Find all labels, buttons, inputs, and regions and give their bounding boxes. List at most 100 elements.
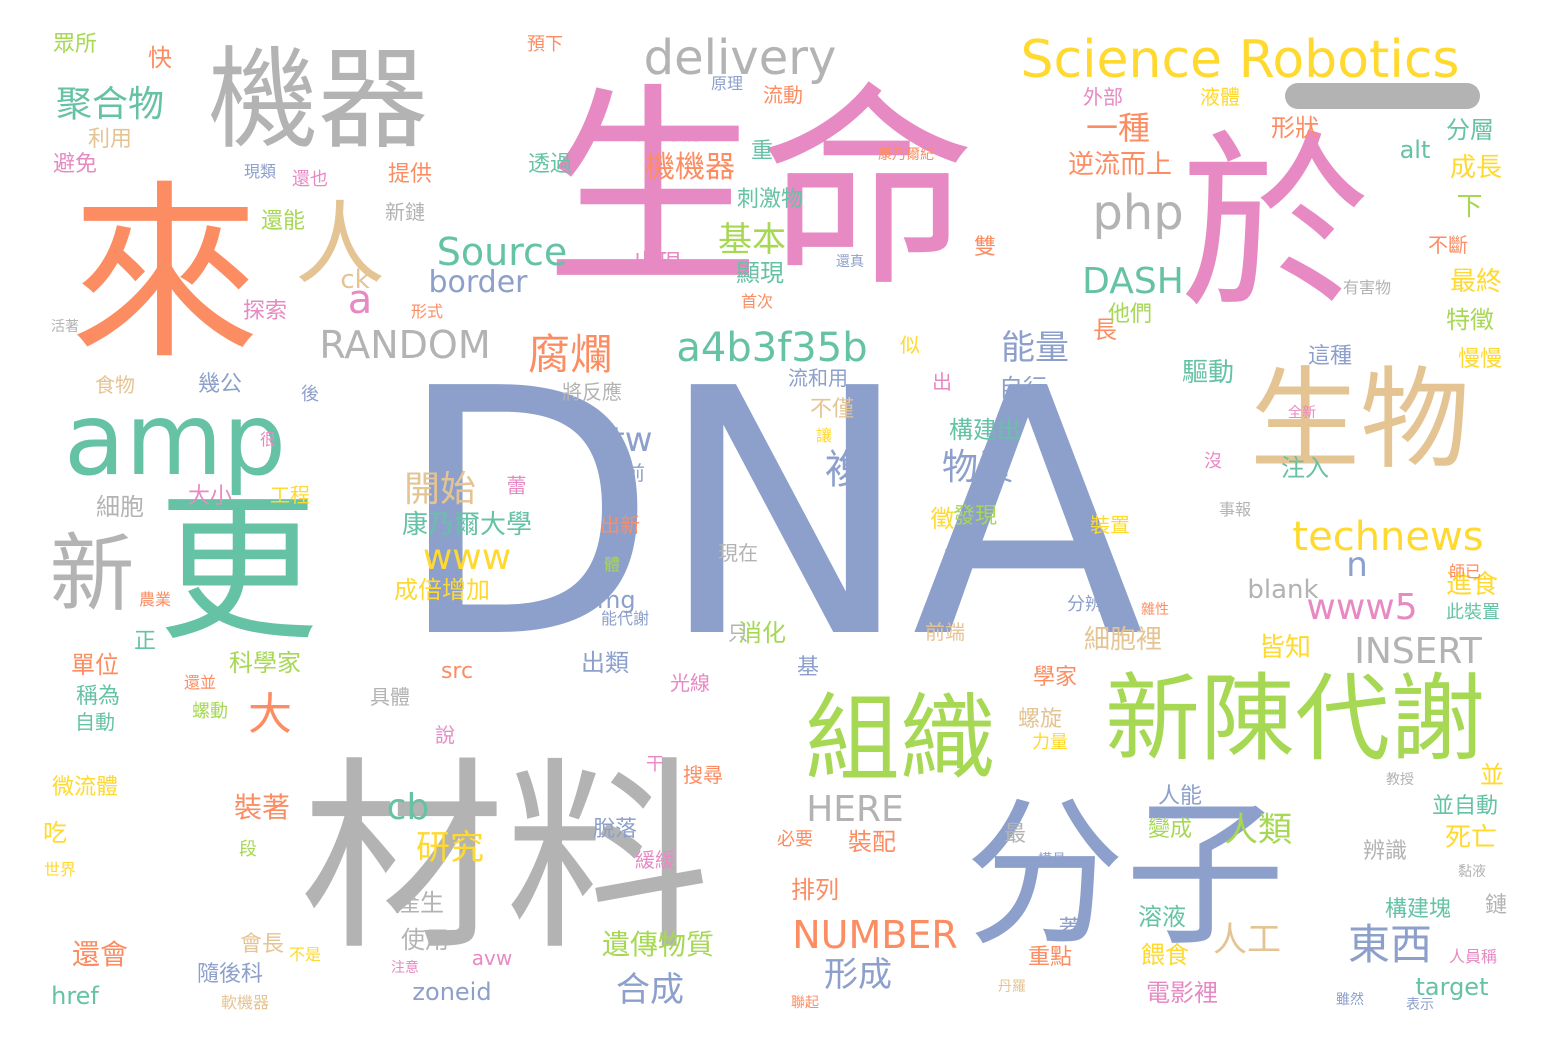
cloud-word: 成倍增加 bbox=[394, 576, 490, 604]
cloud-word: 流和用 bbox=[788, 366, 848, 390]
cloud-word: 正 bbox=[133, 629, 157, 654]
cloud-word: 餵食 bbox=[1141, 941, 1189, 969]
cloud-word: amp bbox=[63, 381, 287, 498]
cloud-word: 分層 bbox=[1446, 116, 1494, 144]
cloud-word: 預下 bbox=[527, 34, 563, 55]
cloud-word: 緩緩 bbox=[635, 848, 675, 872]
cloud-word: 具體 bbox=[370, 685, 410, 709]
cloud-word: INSERT bbox=[1354, 631, 1482, 672]
cloud-word: 最 bbox=[1003, 822, 1027, 847]
cloud-word: 溶液 bbox=[1138, 903, 1186, 931]
cloud-word: 表示 bbox=[1406, 997, 1434, 1013]
cloud-word: 螺旋 bbox=[1017, 707, 1063, 732]
cloud-word: avw bbox=[471, 946, 513, 970]
cloud-word: 很 bbox=[259, 430, 277, 449]
cloud-word: 蓋 bbox=[1054, 916, 1082, 940]
cloud-word: 於 bbox=[1179, 114, 1371, 335]
cloud-word: 合成 bbox=[616, 970, 684, 1010]
cloud-word: 這種 bbox=[1307, 344, 1353, 369]
cloud-word: 產生 bbox=[396, 889, 444, 917]
cloud-word: 出新 bbox=[600, 513, 640, 537]
cloud-word: 流動 bbox=[763, 83, 803, 107]
cloud-word: 新陳代謝 bbox=[1104, 664, 1486, 775]
cloud-word: 進食 bbox=[1445, 570, 1499, 600]
cloud-word: 自行 bbox=[999, 374, 1047, 402]
cloud-word: 出現 bbox=[633, 249, 681, 277]
cloud-word: 吃 bbox=[43, 819, 67, 847]
cloud-word: 眾所 bbox=[52, 32, 98, 57]
cloud-word: 後 bbox=[301, 384, 319, 405]
cloud-word: 能量 bbox=[1001, 328, 1069, 368]
cloud-word: 顯現 bbox=[736, 259, 784, 287]
cloud-word: 出類 bbox=[581, 649, 629, 677]
cloud-word: 現在 bbox=[718, 541, 758, 565]
cloud-word: 力量 bbox=[1032, 732, 1068, 753]
cloud-word: RANDOM bbox=[319, 323, 491, 367]
cloud-word: 機器 bbox=[208, 36, 428, 164]
cloud-word: 能代謝 bbox=[600, 609, 650, 628]
cloud-word: cb bbox=[386, 787, 430, 828]
cloud-word: tw bbox=[611, 420, 653, 460]
cloud-word: 形狀 bbox=[1271, 114, 1319, 142]
cloud-word: 辨識 bbox=[1362, 839, 1408, 864]
cloud-word: a bbox=[347, 277, 373, 323]
cloud-word: 聯起 bbox=[791, 995, 819, 1011]
cloud-word: 刺激物 bbox=[736, 187, 804, 212]
cloud-word: 脫落 bbox=[592, 817, 638, 842]
cloud-word: 更 bbox=[157, 476, 319, 663]
cloud-word: 鏈 bbox=[1484, 893, 1508, 918]
cloud-word: 遺傳物質 bbox=[601, 928, 715, 961]
cloud-word: 東西 bbox=[1347, 920, 1433, 969]
cloud-word: 死亡 bbox=[1444, 823, 1498, 853]
cloud-word: php bbox=[1092, 185, 1184, 241]
cloud-word: 隨後科 bbox=[196, 962, 264, 987]
cloud-word: 驅動 bbox=[1181, 358, 1235, 388]
cloud-word: 大小 bbox=[187, 484, 233, 509]
cloud-word: 只 bbox=[728, 621, 748, 645]
cloud-word: 成長 bbox=[1449, 153, 1503, 183]
cloud-word: 機機器 bbox=[645, 150, 735, 185]
cloud-word: n bbox=[1346, 545, 1368, 585]
cloud-word: 有害物 bbox=[1342, 278, 1392, 297]
cloud-word: 黏液 bbox=[1458, 864, 1486, 880]
cloud-word: 不是 bbox=[288, 945, 322, 964]
cloud-word: 快 bbox=[148, 44, 172, 72]
cloud-word: 會長 bbox=[239, 932, 285, 957]
cloud-word: 人 bbox=[295, 192, 385, 297]
cloud-word: 生物 bbox=[1250, 356, 1470, 484]
cloud-word: 此裝置 bbox=[1446, 602, 1500, 623]
cloud-word: 逆流而上 bbox=[1067, 150, 1173, 180]
cloud-word: 液體 bbox=[1200, 85, 1240, 109]
cloud-word: 並 bbox=[1480, 761, 1504, 789]
cloud-word: 模具 bbox=[1038, 852, 1066, 868]
cloud-word: 下 bbox=[1452, 192, 1482, 218]
cloud-word: 透過 bbox=[527, 152, 573, 177]
cloud-word: 基本 bbox=[718, 220, 786, 260]
cloud-word: 工程 bbox=[270, 483, 310, 507]
cloud-word: 一種 bbox=[1085, 109, 1151, 147]
cloud-word: src bbox=[440, 659, 474, 684]
cloud-word: border bbox=[428, 265, 528, 300]
cloud-word: 物質 bbox=[941, 447, 1015, 488]
cloud-word: 細胞 bbox=[96, 493, 144, 521]
cloud-word: 研究 bbox=[416, 828, 484, 868]
cloud-word: 微流體 bbox=[51, 775, 119, 800]
cloud-word: 蕾 bbox=[503, 475, 527, 495]
cloud-word: 全新 bbox=[1288, 405, 1316, 421]
cloud-word: 康乃爾大學 bbox=[401, 510, 533, 540]
cloud-word: 基 bbox=[796, 655, 820, 680]
cloud-word: 前端 bbox=[925, 620, 965, 644]
cloud-word: delivery bbox=[643, 30, 837, 86]
cloud-word: HERE bbox=[806, 789, 904, 830]
cloud-word: 沒 bbox=[1204, 451, 1222, 472]
cloud-word: zoneid bbox=[412, 978, 492, 1006]
cloud-word: 外部 bbox=[1083, 85, 1123, 109]
cloud-word: 複 bbox=[825, 447, 865, 493]
cloud-word: 構建出 bbox=[949, 416, 1021, 444]
cloud-word: www5 bbox=[1306, 587, 1418, 628]
cloud-word: 他們 bbox=[1107, 302, 1153, 327]
cloud-word: DASH bbox=[1082, 261, 1184, 302]
cloud-word: 排列 bbox=[791, 876, 839, 904]
cloud-word: 重 bbox=[750, 139, 774, 164]
cloud-word: Source bbox=[436, 230, 568, 274]
